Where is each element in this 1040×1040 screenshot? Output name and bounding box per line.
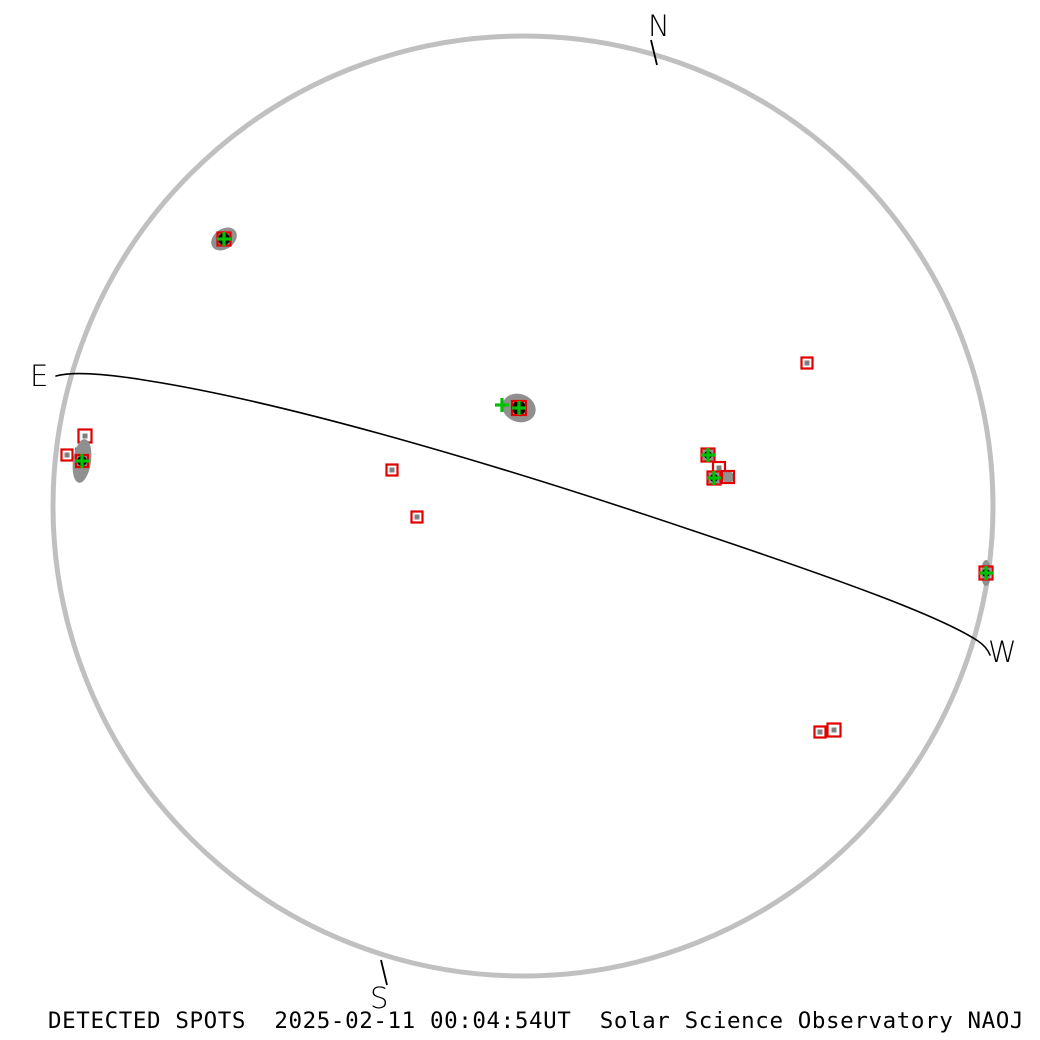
spot-pore [389,467,395,473]
spot-centroid-cross [517,401,521,415]
detected-spot [211,227,237,251]
cardinal-label-e: E [30,359,49,393]
caption-bar: DETECTED SPOTS 2025-02-11 00:04:54UT Sol… [0,1000,1040,1040]
spot-pore [82,433,88,439]
spot-centroid-cross [984,566,988,580]
detected-spot [410,510,424,524]
solar-equator-curve [55,372,991,656]
detected-spot [60,448,74,462]
spot-pore [414,514,420,520]
solar-disk-limb [50,33,996,979]
spot-bounding-box [60,448,74,462]
detected-spot [700,447,716,463]
group-disk-center [495,393,536,423]
detected-spot [495,398,509,412]
cardinal-tick-marks [380,39,658,986]
spot-bounding-box [800,356,814,370]
spot-centroid-cross [222,232,226,246]
spot-centroid-cross [80,454,84,468]
spot-pore [716,465,722,471]
solar-limb-circle [50,33,996,979]
spot-bounding-box [813,725,827,739]
spot-pore [817,729,823,735]
detected-spots-layer [60,227,994,739]
group-ne-high-latitude [211,227,237,251]
detected-spot [706,470,722,486]
detected-spot [826,722,842,738]
group-southwest-quadrant-pores [385,463,424,524]
cardinal-label-s: S [370,981,389,1015]
detected-spot [720,469,736,485]
spot-bounding-box [720,469,736,485]
cardinal-tick-s [380,959,388,986]
group-southwest-pores [813,722,842,739]
group-west-mid [700,447,736,486]
spot-bounding-box [826,722,842,738]
spot-pore [831,727,837,733]
cardinal-label-w: W [988,635,1017,669]
group-east-limb [60,428,93,483]
equator-path [55,372,991,656]
cardinal-label-n: N [648,9,670,43]
detected-spot [800,356,814,370]
spot-centroid-cross [706,448,710,462]
detected-spot [813,725,827,739]
detected-spot [72,439,92,483]
cardinal-tick-n [650,39,658,66]
group-northwest-pore [800,356,814,370]
caption-text: DETECTED SPOTS 2025-02-11 00:04:54UT Sol… [48,1008,1025,1034]
detected-spot [502,393,536,423]
spot-centroid-cross [500,398,504,412]
spot-centroid-cross [712,471,716,485]
group-west-limb [978,560,994,586]
detected-spot [978,560,994,586]
spot-pore [804,360,810,366]
spot-bounding-box [410,510,424,524]
spot-penumbra [722,471,734,483]
spot-bounding-box [385,463,399,477]
detected-spot [385,463,399,477]
spot-pore [64,452,70,458]
